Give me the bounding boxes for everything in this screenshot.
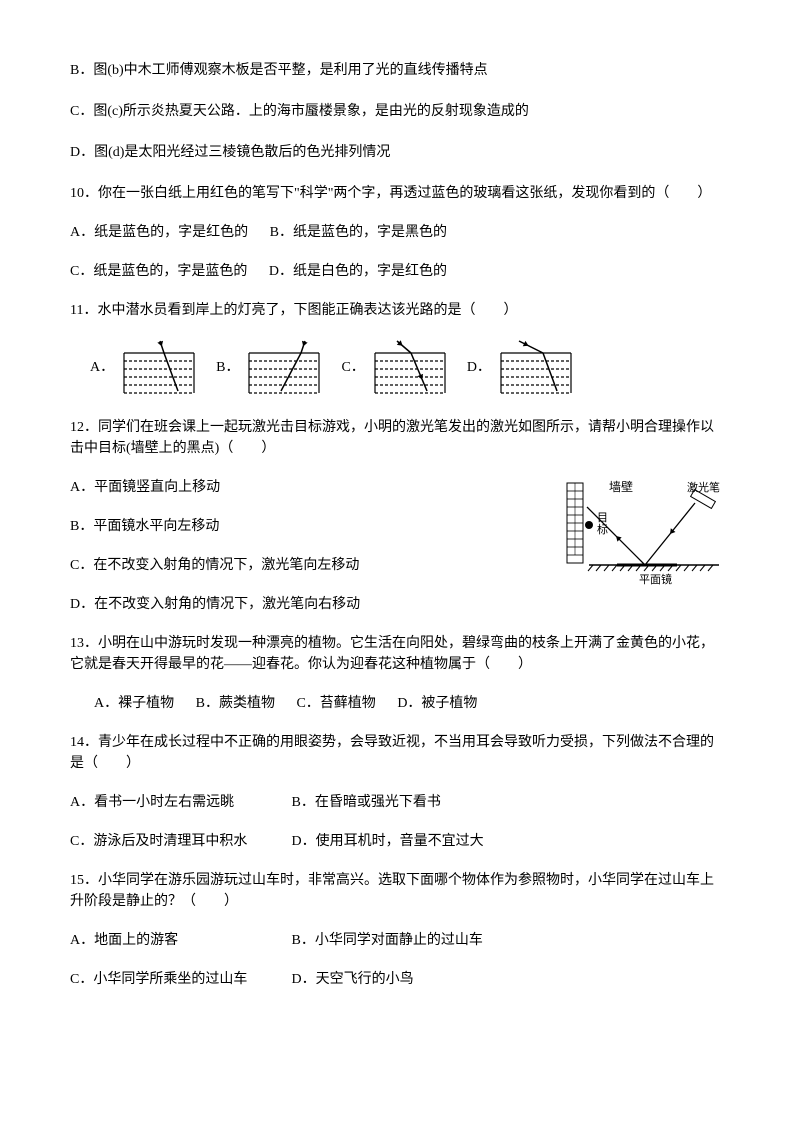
q15-opt-b: B．小华同学对面静止的过山车 (292, 930, 483, 951)
q15-stem: 15．小华同学在游乐园游玩过山车时，非常高兴。选取下面哪个物体作为参照物时，小华… (70, 870, 724, 912)
q15-row2: C．小华同学所乘坐的过山车 D．天空飞行的小鸟 (70, 969, 724, 990)
q11-stem: 11．水中潜水员看到岸上的灯亮了，下图能正确表达该光路的是（ ） (70, 300, 724, 321)
q13-opts: A．裸子植物 B．蕨类植物 C．苔藓植物 D．被子植物 (70, 693, 724, 714)
q13-opt-d: D．被子植物 (397, 693, 477, 714)
q13-opt-b: B．蕨类植物 (196, 693, 275, 714)
refraction-diagram-c-icon (371, 339, 449, 395)
prev-option-b: B．图(b)中木工师傅观察木板是否平整，是利用了光的直线传播特点 (70, 60, 724, 81)
q10-opt-b: B．纸是蓝色的，字是黑色的 (270, 222, 447, 243)
svg-text:激光笔: 激光笔 (687, 480, 720, 494)
q14-opt-a: A．看书一小时左右需远眺 (70, 792, 270, 813)
laser-mirror-diagram-icon: 墙壁目标平面镜激光笔 (549, 477, 724, 587)
q13-stem: 13．小明在山中游玩时发现一种漂亮的植物。它生活在向阳处，碧绿弯曲的枝条上开满了… (70, 633, 724, 675)
q14-opt-b: B．在昏暗或强光下看书 (292, 792, 441, 813)
q15-opt-c: C．小华同学所乘坐的过山车 (70, 969, 270, 990)
q12-opt-d: D．在不改变入射角的情况下，激光笔向右移动 (70, 594, 539, 615)
prev-option-d: D．图(d)是太阳光经过三棱镜色散后的色光排列情况 (70, 142, 724, 163)
q11-label-c: C． (341, 357, 364, 378)
refraction-diagram-b-icon (245, 339, 323, 395)
q14-stem: 14．青少年在成长过程中不正确的用眼姿势，会导致近视，不当用耳会导致听力受损，下… (70, 732, 724, 774)
q12-opt-a: A．平面镜竖直向上移动 (70, 477, 539, 498)
q11-label-b: B． (216, 357, 239, 378)
q11-diagrams: A． B． C． D． (90, 339, 724, 395)
q11-diag-b: B． (216, 339, 323, 395)
q15-row1: A．地面上的游客 B．小华同学对面静止的过山车 (70, 930, 724, 951)
q12-stem: 12．同学们在班会课上一起玩激光击目标游戏，小明的激光笔发出的激光如图所示，请帮… (70, 417, 724, 459)
q14-row1: A．看书一小时左右需远眺 B．在昏暗或强光下看书 (70, 792, 724, 813)
q14-opt-c: C．游泳后及时清理耳中积水 (70, 831, 270, 852)
q13-opt-a: A．裸子植物 (94, 693, 174, 714)
q11-diag-a: A． (90, 339, 198, 395)
q10-opt-d: D．纸是白色的，字是红色的 (269, 261, 447, 282)
q15-opt-a: A．地面上的游客 (70, 930, 270, 951)
q10-row2: C．纸是蓝色的，字是蓝色的 D．纸是白色的，字是红色的 (70, 261, 724, 282)
refraction-diagram-d-icon (497, 339, 575, 395)
q14-row2: C．游泳后及时清理耳中积水 D．使用耳机时，音量不宜过大 (70, 831, 724, 852)
q10-row1: A．纸是蓝色的，字是红色的 B．纸是蓝色的，字是黑色的 (70, 222, 724, 243)
q11-label-a: A． (90, 357, 114, 378)
q13-opt-c: C．苔藓植物 (296, 693, 375, 714)
q12-opt-c: C．在不改变入射角的情况下，激光笔向左移动 (70, 555, 539, 576)
q10-opt-a: A．纸是蓝色的，字是红色的 (70, 222, 248, 243)
q15-opt-d: D．天空飞行的小鸟 (292, 969, 414, 990)
q11-diag-d: D． (467, 339, 575, 395)
prev-option-c: C．图(c)所示炎热夏天公路．上的海市蜃楼景象，是由光的反射现象造成的 (70, 101, 724, 122)
q11-label-d: D． (467, 357, 491, 378)
svg-text:平面镜: 平面镜 (639, 572, 672, 586)
svg-text:墙壁: 墙壁 (609, 479, 633, 494)
q12-opt-b: B．平面镜水平向左移动 (70, 516, 539, 537)
q11-diag-c: C． (341, 339, 448, 395)
q10-opt-c: C．纸是蓝色的，字是蓝色的 (70, 261, 247, 282)
refraction-diagram-a-icon (120, 339, 198, 395)
q14-opt-d: D．使用耳机时，音量不宜过大 (292, 831, 484, 852)
svg-text:标: 标 (597, 522, 608, 536)
q10-stem: 10．你在一张白纸上用红色的笔写下"科学"两个字，再透过蓝色的玻璃看这张纸，发现… (70, 183, 724, 204)
